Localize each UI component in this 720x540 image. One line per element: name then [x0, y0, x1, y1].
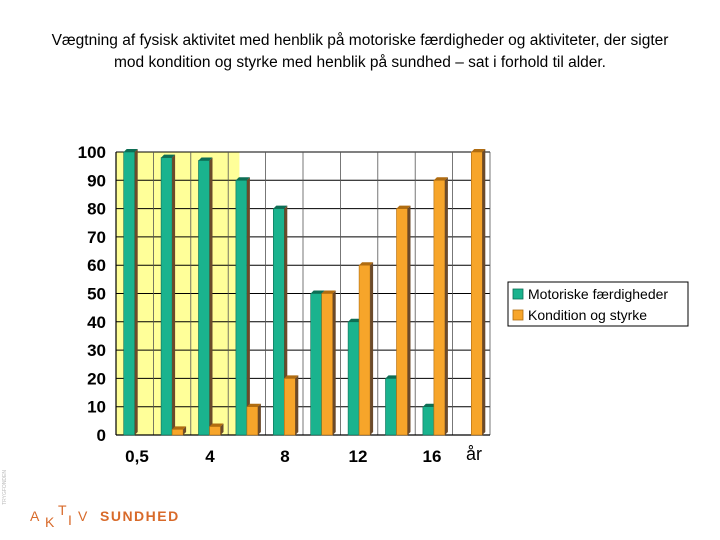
- bar-side: [183, 426, 187, 435]
- bar-top: [321, 290, 336, 294]
- bar-top: [273, 205, 288, 209]
- bar-side: [209, 157, 213, 436]
- bar-side: [482, 149, 486, 435]
- y-tick-label: 20: [87, 369, 106, 388]
- bar-top: [396, 205, 411, 209]
- y-tick-label: 0: [97, 426, 106, 445]
- logo-letter-a: A: [30, 508, 42, 524]
- bar: [209, 426, 221, 436]
- x-tick-label: 12: [349, 447, 368, 466]
- bar-top: [123, 149, 138, 152]
- x-tick-label: 4: [205, 447, 215, 466]
- bar: [123, 151, 135, 436]
- legend-swatch: [512, 309, 524, 321]
- bar-top: [310, 290, 325, 294]
- bar: [347, 321, 360, 436]
- bar-side: [295, 375, 299, 435]
- y-tick-label: 100: [78, 143, 106, 162]
- bar: [310, 293, 323, 436]
- bar: [422, 406, 435, 436]
- bar-top: [422, 403, 437, 407]
- bar-top: [471, 149, 486, 152]
- bar: [272, 208, 285, 436]
- bar-side: [246, 177, 250, 436]
- logo-word-sundhed: SUNDHED: [100, 508, 180, 524]
- bar-top: [172, 426, 187, 430]
- bar-side: [370, 262, 374, 435]
- x-axis-label: år: [466, 444, 482, 464]
- bar: [246, 406, 259, 436]
- x-tick-label: 16: [423, 447, 442, 466]
- bar-side: [220, 423, 224, 435]
- x-tick-label: 8: [280, 447, 289, 466]
- bar: [283, 378, 296, 436]
- bar-top: [246, 403, 261, 407]
- bar-top: [209, 423, 224, 427]
- bar-top: [359, 262, 374, 266]
- bar: [160, 157, 173, 436]
- bar-top: [235, 177, 250, 181]
- bar: [171, 429, 184, 436]
- bar: [385, 378, 397, 436]
- y-tick-label: 30: [87, 341, 106, 360]
- bar-side: [257, 403, 261, 435]
- y-tick-label: 50: [87, 285, 106, 304]
- bar-top: [433, 177, 448, 181]
- bar: [198, 160, 210, 436]
- logo-letter-k: K: [45, 514, 57, 530]
- side-watermark: TRYGFONDEN: [2, 470, 12, 530]
- bar-top: [284, 375, 299, 379]
- bar-side: [332, 290, 336, 435]
- bar: [235, 180, 248, 436]
- legend-label: Motoriske færdigheder: [528, 286, 668, 302]
- bar-top: [348, 318, 363, 322]
- bar-side: [134, 149, 138, 435]
- bar-top: [198, 157, 213, 161]
- bar-side: [444, 177, 448, 436]
- y-tick-label: 70: [87, 228, 106, 247]
- legend-swatch: [512, 288, 524, 300]
- logo-letter-v: V: [78, 508, 90, 524]
- bar-side: [172, 154, 176, 435]
- y-tick-label: 10: [87, 398, 106, 417]
- bar: [358, 264, 371, 436]
- page-title: Vægtning af fysisk aktivitet med henblik…: [51, 32, 669, 71]
- y-tick-label: 60: [87, 256, 106, 275]
- y-tick-label: 40: [87, 313, 106, 332]
- y-tick-label: 90: [87, 171, 106, 190]
- side-watermark-text: TRYGFONDEN: [2, 470, 8, 505]
- y-tick-label: 80: [87, 200, 106, 219]
- bar: [396, 208, 408, 436]
- legend-box: [507, 281, 689, 327]
- bar-top: [161, 154, 176, 158]
- bar-side: [407, 205, 411, 435]
- legend-label: Kondition og styrke: [528, 307, 647, 323]
- x-tick-label: 0,5: [125, 447, 149, 466]
- bar-top: [385, 375, 400, 379]
- bar: [470, 151, 483, 436]
- bar: [321, 293, 334, 436]
- bar: [433, 180, 446, 436]
- logo-letter-t: T: [58, 502, 69, 518]
- logo-letter-i: I: [68, 512, 74, 528]
